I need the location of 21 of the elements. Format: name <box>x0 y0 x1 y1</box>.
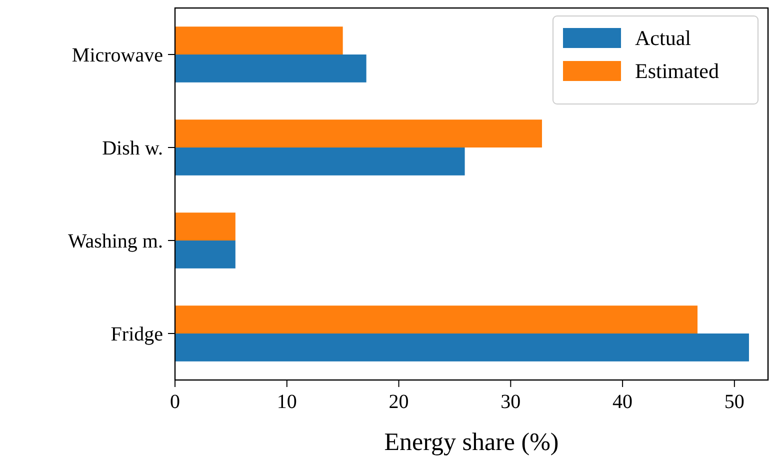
y-tick-label: Microwave <box>72 44 164 66</box>
x-tick-label: 0 <box>170 391 180 413</box>
x-tick-label: 30 <box>500 391 521 413</box>
x-tick-label: 40 <box>612 391 633 413</box>
bar <box>175 240 236 268</box>
x-tick-label: 10 <box>276 391 297 413</box>
bar <box>175 212 236 240</box>
bar <box>175 306 698 334</box>
bar <box>175 54 366 82</box>
x-axis-title: Energy share (%) <box>384 429 559 456</box>
bar <box>175 334 749 362</box>
bar <box>175 120 542 148</box>
bar <box>175 148 465 176</box>
y-tick-label: Dish w. <box>102 138 163 160</box>
y-tick-label: Washing m. <box>68 230 163 252</box>
legend-label: Actual <box>635 26 692 50</box>
x-tick-label: 20 <box>388 391 409 413</box>
bar <box>175 26 343 54</box>
x-tick-label: 50 <box>724 391 744 413</box>
y-tick-label: Fridge <box>110 324 164 346</box>
legend-label: Estimated <box>635 59 720 83</box>
